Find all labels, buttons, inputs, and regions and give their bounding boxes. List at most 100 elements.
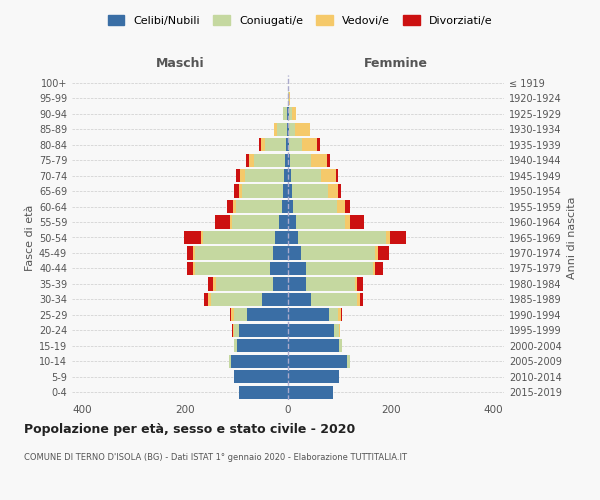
Bar: [328, 184, 338, 198]
Bar: [296, 216, 344, 228]
Bar: [234, 308, 247, 322]
Bar: [254, 154, 285, 166]
Bar: [288, 107, 289, 120]
Bar: [341, 308, 342, 322]
Bar: [196, 246, 272, 260]
Bar: [306, 262, 373, 275]
Bar: [234, 370, 288, 384]
Bar: [234, 184, 239, 198]
Bar: [289, 107, 292, 120]
Text: COMUNE DI TERNO D'ISOLA (BG) - Dati ISTAT 1° gennaio 2020 - Elaborazione TUTTITA: COMUNE DI TERNO D'ISOLA (BG) - Dati ISTA…: [24, 452, 407, 462]
Bar: [236, 340, 288, 352]
Bar: [344, 216, 350, 228]
Bar: [214, 278, 216, 290]
Y-axis label: Anni di nascita: Anni di nascita: [567, 196, 577, 279]
Bar: [233, 200, 236, 213]
Bar: [229, 354, 232, 368]
Bar: [288, 293, 311, 306]
Bar: [203, 231, 275, 244]
Bar: [270, 262, 288, 275]
Bar: [230, 308, 232, 322]
Bar: [265, 138, 286, 151]
Bar: [292, 184, 328, 198]
Bar: [234, 324, 239, 337]
Bar: [355, 278, 358, 290]
Bar: [279, 216, 288, 228]
Bar: [317, 138, 320, 151]
Bar: [302, 138, 317, 151]
Bar: [373, 262, 376, 275]
Bar: [187, 246, 193, 260]
Bar: [193, 262, 196, 275]
Bar: [337, 200, 344, 213]
Bar: [284, 169, 288, 182]
Bar: [232, 216, 279, 228]
Bar: [287, 107, 288, 120]
Bar: [288, 386, 333, 399]
Bar: [245, 169, 284, 182]
Bar: [272, 246, 288, 260]
Bar: [232, 324, 233, 337]
Bar: [233, 324, 234, 337]
Bar: [200, 231, 203, 244]
Bar: [239, 386, 288, 399]
Bar: [249, 154, 254, 166]
Bar: [311, 154, 327, 166]
Bar: [288, 278, 306, 290]
Bar: [340, 340, 342, 352]
Bar: [247, 154, 249, 166]
Bar: [274, 122, 277, 136]
Bar: [283, 184, 288, 198]
Bar: [259, 138, 261, 151]
Bar: [288, 262, 306, 275]
Bar: [187, 262, 193, 275]
Y-axis label: Fasce di età: Fasce di età: [25, 204, 35, 270]
Bar: [247, 308, 288, 322]
Legend: Celibi/Nubili, Coniugati/e, Vedovi/e, Divorziati/e: Celibi/Nubili, Coniugati/e, Vedovi/e, Di…: [103, 10, 497, 30]
Bar: [288, 169, 290, 182]
Bar: [288, 200, 293, 213]
Bar: [288, 354, 347, 368]
Bar: [208, 293, 211, 306]
Bar: [288, 324, 334, 337]
Bar: [288, 184, 292, 198]
Bar: [288, 92, 289, 105]
Bar: [293, 200, 337, 213]
Bar: [311, 293, 358, 306]
Bar: [376, 246, 378, 260]
Bar: [239, 184, 242, 198]
Bar: [283, 107, 287, 120]
Bar: [289, 92, 290, 105]
Text: Popolazione per età, sesso e stato civile - 2020: Popolazione per età, sesso e stato civil…: [24, 422, 355, 436]
Bar: [344, 200, 350, 213]
Bar: [287, 122, 288, 136]
Bar: [329, 308, 338, 322]
Bar: [289, 138, 302, 151]
Bar: [350, 216, 364, 228]
Bar: [239, 324, 288, 337]
Bar: [390, 231, 406, 244]
Bar: [360, 293, 362, 306]
Bar: [290, 169, 322, 182]
Bar: [306, 278, 355, 290]
Bar: [232, 354, 288, 368]
Bar: [262, 293, 288, 306]
Bar: [290, 154, 311, 166]
Bar: [196, 262, 270, 275]
Bar: [288, 308, 329, 322]
Bar: [358, 278, 362, 290]
Bar: [184, 231, 200, 244]
Bar: [242, 184, 283, 198]
Bar: [285, 154, 288, 166]
Bar: [227, 200, 233, 213]
Bar: [298, 231, 386, 244]
Bar: [301, 246, 376, 260]
Bar: [261, 138, 265, 151]
Bar: [236, 200, 282, 213]
Bar: [289, 122, 295, 136]
Bar: [288, 370, 340, 384]
Bar: [386, 231, 390, 244]
Bar: [288, 138, 289, 151]
Bar: [288, 216, 296, 228]
Bar: [288, 340, 340, 352]
